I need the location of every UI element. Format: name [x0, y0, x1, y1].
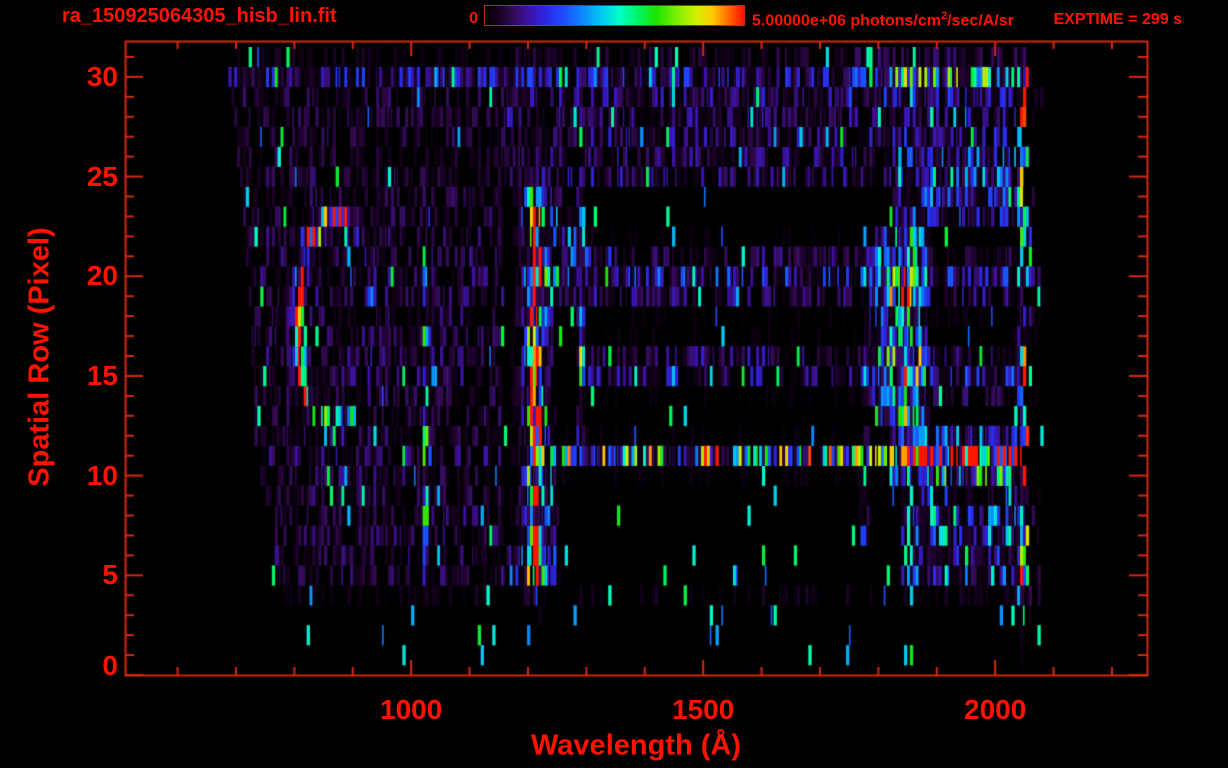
colorbar-max-prefix: 5.00000e+06 photons/cm: [752, 12, 941, 30]
colorbar: [484, 5, 745, 26]
x-axis-title: Wavelength (Å): [531, 729, 741, 762]
exptime-label: EXPTIME = 299 s: [1053, 11, 1182, 28]
colorbar-max-label: 5.00000e+06 photons/cm2/sec/A/sr: [752, 10, 1014, 30]
colorbar-max-suffix: /sec/A/sr: [947, 12, 1014, 30]
colorbar-max-superscript: 2: [940, 10, 948, 22]
y-axis-title: Spatial Row (Pixel): [23, 227, 56, 487]
colorbar-min-label: 0: [469, 10, 478, 27]
file-title: ra_150925064305_hisb_lin.fit: [62, 5, 337, 27]
